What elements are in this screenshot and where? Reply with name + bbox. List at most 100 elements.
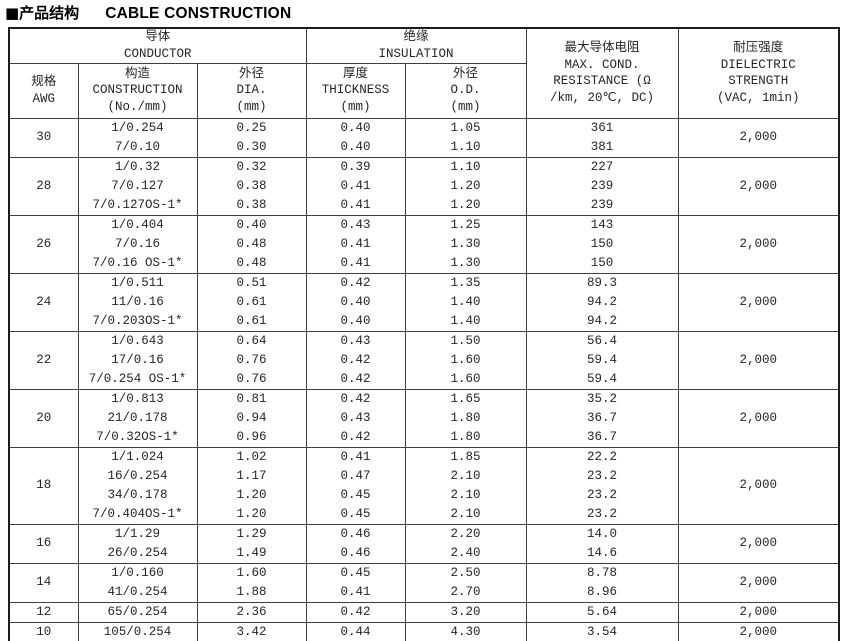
header-line: CONSTRUCTION [92,83,183,98]
dia-cell: 1.02 1.17 1.20 1.20 [196,446,307,525]
cell-value: 7/0.404OS-1* [92,506,183,521]
cell-value: 65/0.254 [107,604,168,619]
cell-value: 36.7 [587,429,618,444]
cell-value: 36.7 [587,410,618,425]
cell-value: 1/0.32 [114,159,160,174]
thickness-cell: 0.42 [305,601,406,623]
resistance-cell: 22.2 23.2 23.2 23.2 [525,446,679,525]
cell-value: 7/0.127OS-1* [92,197,183,212]
cell-value: 16/0.254 [107,468,168,483]
header-line: 厚度 [343,66,369,81]
resistance-cell: 14.0 14.6 [525,523,679,564]
cell-value: 0.45 [340,506,371,521]
cell-value: 0.32 [236,159,267,174]
cell-value: 22 [36,352,52,367]
thickness-cell: 0.41 0.47 0.45 0.45 [305,446,406,525]
cell-value: 0.48 [236,255,267,270]
cell-value: 16 [36,536,52,550]
title-english: CABLE CONSTRUCTION [105,5,292,22]
cell-value: 1.60 [450,371,481,386]
cell-value: 2.50 [450,565,481,580]
resistance-cell: 227 239 239 [525,156,679,216]
cell-value: 26 [36,236,52,251]
cell-value: 26/0.254 [107,545,168,560]
dia-cell: 0.51 0.61 0.61 [196,272,307,332]
cell-value: 1.65 [450,391,481,406]
table-header: 导体 CONDUCTOR 绝缘 INSULATION 最大导体电阻 MAX. C… [8,27,840,119]
cell-value: 0.38 [236,178,267,193]
cell-value: 1.60 [236,565,267,580]
thickness-cell: 0.45 0.41 [305,562,406,603]
construction-cell: 65/0.254 [77,601,198,623]
cell-value: 12 [36,604,52,619]
cell-value: 0.41 [340,584,371,599]
resistance-cell: 56.4 59.4 59.4 [525,330,679,390]
cell-value: 150 [590,236,614,251]
cell-value: 7/0.16 [114,236,160,251]
cell-value: 23.2 [587,487,618,502]
awg-cell: 28 [8,156,79,216]
table-row-awg-22: 22 1/0.643 17/0.16 7/0.254 OS-1* 0.64 0.76 0.7… [8,330,840,390]
header-line: RESISTANCE (Ω [553,74,651,89]
cell-value: 0.42 [340,429,371,444]
header-line: (VAC, 1min) [717,90,800,105]
dielectric-cell: 2,000 [677,330,840,390]
header-line: MAX. COND. [564,57,640,72]
cell-value: 0.41 [340,255,371,270]
resistance-cell: 35.2 36.7 36.7 [525,388,679,448]
cell-value: 2.10 [450,506,481,521]
table-row-awg-26: 26 1/0.404 7/0.16 7/0.16 OS-1* 0.40 0.48 0.48 0… [8,214,840,274]
header-awg: 规格 AWG [8,62,79,119]
od-cell: 1.65 1.80 1.80 [404,388,527,448]
dielectric-cell: 2,000 [677,523,840,564]
cell-value: 8.96 [587,584,618,599]
dielectric-cell: 2,000 [677,272,840,332]
cell-value: 2,000 [739,352,778,367]
cell-value: 2,000 [739,410,778,425]
cell-value: 0.94 [236,410,267,425]
cell-value: 0.40 [340,294,371,309]
dia-cell: 3.42 [196,621,307,641]
awg-cell: 10 [8,621,79,641]
table-row-awg-10: 10 105/0.254 3.42 0.44 4.30 3.54 2,000 [8,621,840,641]
awg-cell: 14 [8,562,79,603]
cell-value: 34/0.178 [107,487,168,502]
construction-cell: 1/0.643 17/0.16 7/0.254 OS-1* [77,330,198,390]
cell-value: 7/0.32OS-1* [96,429,179,444]
cell-value: 1.60 [450,352,481,367]
cell-value: 0.76 [236,371,267,386]
cell-value: 2,000 [739,575,778,589]
header-line: 最大导体电阻 [564,41,640,56]
table-row-awg-16: 16 1/1.29 26/0.254 1.29 1.49 0.46 0.46 2.20 2.40… [8,523,840,564]
thickness-cell: 0.43 0.42 0.42 [305,330,406,390]
cell-value: 0.41 [340,197,371,212]
cell-value: 2,000 [739,604,778,619]
dielectric-cell: 2,000 [677,156,840,216]
cell-value: 143 [590,217,614,232]
header-dielectric: 耐压强度 DIELECTRIC STRENGTH (VAC, 1min) [677,27,840,119]
cell-value: 0.42 [340,275,371,290]
cell-value: 0.64 [236,333,267,348]
dia-cell: 2.36 [196,601,307,623]
cell-value: 0.40 [340,120,371,135]
cell-value: 1.40 [450,294,481,309]
dielectric-cell: 2,000 [677,117,840,158]
cell-value: 2.10 [450,487,481,502]
cell-value: 1/0.160 [111,565,164,580]
cell-value: 0.40 [340,313,371,328]
header-od: 外径 O.D. (mm) [404,62,527,119]
cell-value: 2.70 [450,584,481,599]
awg-cell: 30 [8,117,79,158]
header-line: 外径 [453,66,479,81]
construction-cell: 1/0.160 41/0.254 [77,562,198,603]
header-line: 外径 [239,66,265,81]
cell-value: 14.6 [587,545,618,560]
cell-value: 23.2 [587,506,618,521]
dia-cell: 0.64 0.76 0.76 [196,330,307,390]
cell-value: 4.30 [450,624,481,639]
thickness-cell: 0.40 0.40 [305,117,406,158]
dielectric-cell: 2,000 [677,562,840,603]
cell-value: 0.76 [236,352,267,367]
cell-value: 7/0.203OS-1* [92,313,183,328]
cell-value: 0.61 [236,294,267,309]
